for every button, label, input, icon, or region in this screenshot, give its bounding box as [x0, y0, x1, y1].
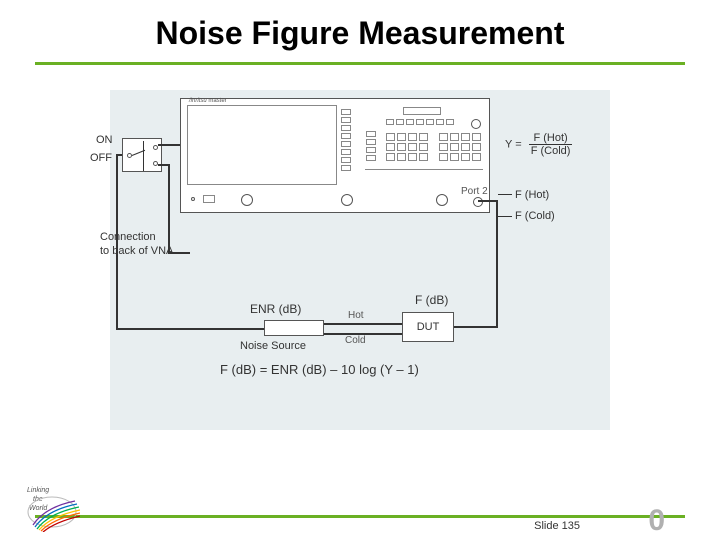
wire-sw-down — [116, 154, 118, 330]
wire-bottom — [116, 328, 264, 330]
vna-softkeys-2 — [366, 131, 376, 161]
vna-keypad-1 — [386, 133, 428, 161]
vna-port2 — [473, 197, 483, 207]
noise-source-label: Noise Source — [240, 340, 306, 352]
title-underline — [35, 62, 685, 65]
vna-knob-1 — [241, 194, 253, 206]
footer-line — [35, 515, 685, 518]
vna-divider — [365, 169, 483, 170]
wire-hot — [324, 323, 402, 325]
footer — [0, 515, 720, 530]
vna-keypad-2 — [439, 133, 481, 161]
vna-mini-display — [403, 107, 441, 115]
fhot-label: F (Hot) — [515, 189, 549, 201]
vna-knob-2 — [341, 194, 353, 206]
vna-port2-label: Port 2 — [461, 186, 488, 197]
wire-dut-out — [454, 326, 498, 328]
wire-sw-on — [158, 144, 180, 146]
off-label: OFF — [90, 152, 112, 164]
vna-instrument: /inritsu master — [180, 98, 490, 213]
enr-label: ENR (dB) — [250, 302, 301, 316]
vna-toprow — [386, 119, 454, 125]
vna-aux — [203, 195, 215, 203]
slide-title: Noise Figure Measurement — [0, 0, 720, 62]
vna-port-a — [191, 197, 195, 201]
wire-up-port2 — [496, 200, 498, 328]
noise-source — [264, 320, 324, 336]
slide-number: Slide 135 — [534, 520, 580, 532]
vna-screen — [187, 105, 337, 185]
connection-label: Connection to back of VNA — [100, 230, 190, 259]
onoff-switch — [122, 138, 162, 172]
fcold-label: F (Cold) — [515, 210, 555, 222]
wire-fcold-arrow — [498, 216, 512, 217]
vna-knob-3 — [436, 194, 448, 206]
wire-into-port2 — [478, 200, 498, 202]
fdb-label: F (dB) — [415, 293, 448, 307]
vna-brand: /inritsu master — [189, 98, 227, 104]
vna-power-button — [471, 119, 481, 129]
wire-sw-off-down — [168, 164, 170, 254]
y-formula: Y = F (Hot) F (Cold) — [505, 132, 572, 157]
diagram: /inritsu master — [110, 90, 610, 430]
logo-graphic — [25, 487, 80, 532]
vna-softkeys — [341, 109, 351, 171]
hot-label: Hot — [348, 310, 364, 321]
page-zero: 0 — [648, 504, 665, 538]
main-formula: F (dB) = ENR (dB) – 10 log (Y – 1) — [220, 362, 419, 377]
wire-fhot-arrow — [498, 194, 512, 195]
logo: Linking the World — [25, 487, 80, 532]
dut: DUT — [402, 312, 454, 342]
on-label: ON — [96, 134, 113, 146]
wire-sw-off-right — [168, 252, 190, 254]
cold-label: Cold — [345, 335, 366, 346]
